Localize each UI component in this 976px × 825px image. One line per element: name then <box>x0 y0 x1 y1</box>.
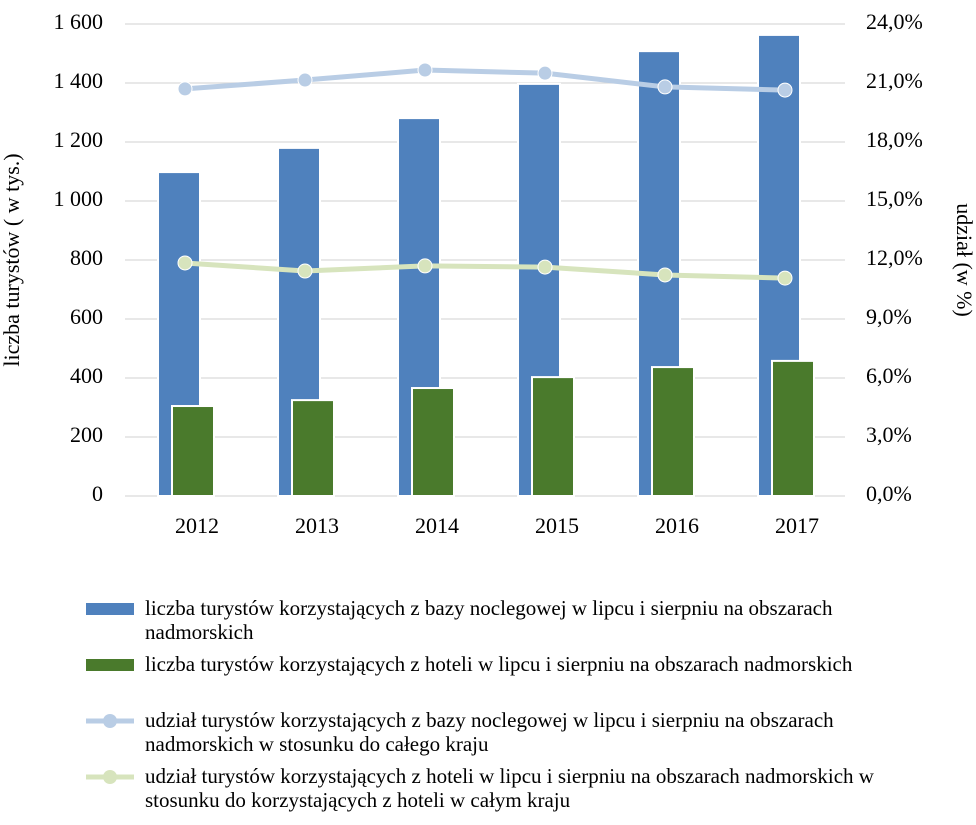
y2-tick-label: 15,0% <box>866 186 923 211</box>
line-point <box>537 259 553 275</box>
y-tick-label: 0 <box>92 481 103 506</box>
line-point <box>177 255 193 271</box>
y-tick-label: 200 <box>70 422 103 447</box>
y-tick-label: 400 <box>70 363 103 388</box>
line-point <box>177 81 193 97</box>
legend-label: udział turystów korzystających z hoteli … <box>145 764 874 812</box>
bar <box>411 387 455 497</box>
bar <box>651 366 695 497</box>
y2-tick-label: 18,0% <box>866 127 923 152</box>
line-point <box>537 65 553 81</box>
line-point <box>417 258 433 274</box>
y-tick-label: 1 000 <box>54 186 104 211</box>
legend-swatch-point <box>103 714 117 728</box>
line-point <box>297 263 313 279</box>
legend-label: liczba turystów korzystających z hoteli … <box>145 652 853 676</box>
legend-label: udział turystów korzystających z bazy no… <box>145 708 834 756</box>
y2-tick-label: 12,0% <box>866 245 923 270</box>
line-point <box>777 82 793 98</box>
y-tick-label: 1 400 <box>54 68 104 93</box>
y2-tick-label: 0,0% <box>866 481 912 506</box>
y-axis-title: liczba turystów ( w tys.) <box>0 153 24 366</box>
line-point <box>297 72 313 88</box>
x-tick-label: 2014 <box>415 513 459 538</box>
x-tick-label: 2017 <box>775 513 819 538</box>
x-tick-label: 2012 <box>175 513 219 538</box>
legend-label: liczba turystów korzystających z bazy no… <box>145 596 833 644</box>
legend-swatch <box>86 659 134 671</box>
line-point <box>657 79 673 95</box>
y2-tick-label: 24,0% <box>866 9 923 34</box>
y2-axis-title: udział (w %) <box>952 203 976 317</box>
y-tick-label: 1 200 <box>54 127 104 152</box>
line <box>184 260 786 281</box>
line-point <box>657 267 673 283</box>
y2-tick-label: 6,0% <box>866 363 912 388</box>
x-tick-label: 2013 <box>295 513 339 538</box>
x-tick-label: 2016 <box>655 513 699 538</box>
bar <box>531 376 575 497</box>
line-point <box>777 270 793 286</box>
line <box>184 67 786 93</box>
y2-tick-label: 21,0% <box>866 68 923 93</box>
y2-tick-label: 9,0% <box>866 304 912 329</box>
bar <box>771 359 815 498</box>
y-tick-label: 800 <box>70 245 103 270</box>
legend-swatch-point <box>103 770 117 784</box>
legend-swatch <box>86 603 134 615</box>
bar <box>291 399 335 497</box>
y2-tick-label: 3,0% <box>866 422 912 447</box>
bar <box>171 405 215 497</box>
line-point <box>417 62 433 78</box>
y-tick-label: 600 <box>70 304 103 329</box>
x-tick-label: 2015 <box>535 513 579 538</box>
y-tick-label: 1 600 <box>54 9 104 34</box>
